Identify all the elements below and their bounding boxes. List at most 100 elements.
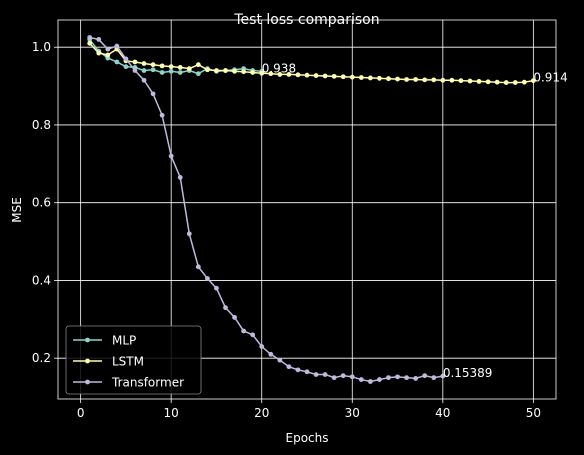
data-point-mlp xyxy=(141,68,147,73)
plot-frame xyxy=(57,19,557,400)
data-point-transformer xyxy=(168,153,174,159)
data-point-lstm xyxy=(159,63,165,69)
data-point-transformer xyxy=(440,373,446,379)
data-point-lstm xyxy=(177,65,183,70)
data-point-transformer xyxy=(367,379,373,384)
data-point-transformer xyxy=(141,77,147,83)
data-point-transformer xyxy=(114,43,120,49)
data-point-transformer xyxy=(404,375,409,381)
data-point-transformer xyxy=(195,264,201,270)
data-point-lstm xyxy=(313,73,319,78)
legend-marker-mlp xyxy=(85,337,90,343)
end-label-mlp: 0.938 xyxy=(262,61,296,75)
data-point-transformer xyxy=(150,91,156,97)
data-point-transformer xyxy=(358,377,364,382)
data-point-lstm xyxy=(395,76,400,82)
data-point-transformer xyxy=(132,68,138,73)
data-point-transformer xyxy=(377,377,382,382)
data-point-transformer xyxy=(214,285,219,291)
data-point-transformer xyxy=(349,374,355,380)
y-tick-label: 0.4 xyxy=(32,273,51,287)
data-point-lstm xyxy=(286,72,292,77)
data-point-mlp xyxy=(123,64,129,70)
ticks: 0 10 20 30 40 50 0.2 0.4 0.6 0.8 1.0 xyxy=(32,40,541,420)
data-point-transformer xyxy=(304,369,310,375)
data-point-lstm xyxy=(322,73,328,79)
data-point-lstm xyxy=(132,59,138,65)
data-point-lstm xyxy=(458,78,464,84)
data-point-transformer xyxy=(340,373,346,379)
data-point-transformer xyxy=(331,375,337,381)
data-point-lstm xyxy=(96,50,102,56)
data-point-mlp xyxy=(195,71,201,77)
data-point-lstm xyxy=(367,75,373,81)
legend: MLP LSTM Transformer xyxy=(65,325,202,395)
data-point-lstm xyxy=(277,72,283,77)
data-point-lstm xyxy=(87,40,93,46)
data-point-transformer xyxy=(105,46,111,52)
data-point-lstm xyxy=(150,62,156,68)
legend-label-lstm: LSTM xyxy=(112,355,144,369)
data-point-mlp xyxy=(177,70,183,75)
x-tick-label: 50 xyxy=(526,406,541,420)
data-point-transformer xyxy=(87,35,93,40)
data-point-lstm xyxy=(195,62,201,68)
data-point-mlp xyxy=(168,68,174,74)
data-point-lstm xyxy=(141,61,147,66)
data-point-transformer xyxy=(431,375,437,381)
data-point-transformer xyxy=(386,375,391,381)
data-point-transformer xyxy=(413,375,419,381)
data-point-lstm xyxy=(186,66,192,71)
data-point-lstm xyxy=(521,79,527,85)
data-point-transformer xyxy=(177,175,183,180)
series-line-transformer xyxy=(89,36,443,383)
y-tick-label: 0.8 xyxy=(32,118,51,132)
data-point-transformer xyxy=(313,372,319,377)
x-tick-label: 30 xyxy=(345,406,360,420)
data-point-lstm xyxy=(386,76,391,82)
legend-marker-lstm xyxy=(85,358,90,364)
y-tick-label: 1.0 xyxy=(32,40,51,54)
data-point-lstm xyxy=(259,70,265,76)
x-tick-label: 0 xyxy=(77,406,85,420)
data-point-lstm xyxy=(268,71,274,77)
series-layer xyxy=(87,35,536,384)
x-tick-label: 40 xyxy=(435,406,450,420)
x-axis-label: Epochs xyxy=(286,431,329,445)
data-point-lstm xyxy=(232,68,237,74)
data-point-transformer xyxy=(241,328,247,334)
data-point-transformer xyxy=(395,374,400,380)
data-point-lstm xyxy=(250,70,256,75)
data-point-transformer xyxy=(232,314,237,320)
data-point-lstm xyxy=(404,77,409,82)
data-point-lstm xyxy=(358,75,364,80)
data-point-transformer xyxy=(123,56,129,62)
y-tick-label: 0.6 xyxy=(32,196,51,210)
data-point-lstm xyxy=(168,64,174,70)
data-point-lstm xyxy=(494,79,500,85)
data-point-transformer xyxy=(96,37,102,42)
end-label-transformer: 0.15389 xyxy=(443,366,493,380)
data-point-lstm xyxy=(503,80,509,85)
y-tick-label: 0.2 xyxy=(32,351,51,365)
data-point-lstm xyxy=(205,67,210,73)
data-point-transformer xyxy=(286,364,292,370)
data-point-lstm xyxy=(512,80,518,85)
data-point-transformer xyxy=(259,344,265,349)
data-point-lstm xyxy=(223,68,228,73)
data-point-lstm xyxy=(467,78,473,84)
data-point-transformer xyxy=(186,231,192,237)
end-label-lstm: 0.914 xyxy=(533,71,567,85)
data-point-mlp xyxy=(114,59,120,65)
data-point-transformer xyxy=(159,112,165,118)
end-value-labels: 0.938 0.914 0.15389 xyxy=(262,61,568,380)
data-point-lstm xyxy=(105,52,111,58)
data-point-transformer xyxy=(205,276,210,281)
data-point-lstm xyxy=(449,77,455,83)
data-point-transformer xyxy=(250,332,256,338)
data-point-lstm xyxy=(295,72,301,78)
y-axis-label: MSE xyxy=(10,197,24,223)
data-point-transformer xyxy=(268,351,274,357)
legend-label-mlp: MLP xyxy=(112,334,136,348)
legend-marker-transformer xyxy=(85,379,90,385)
